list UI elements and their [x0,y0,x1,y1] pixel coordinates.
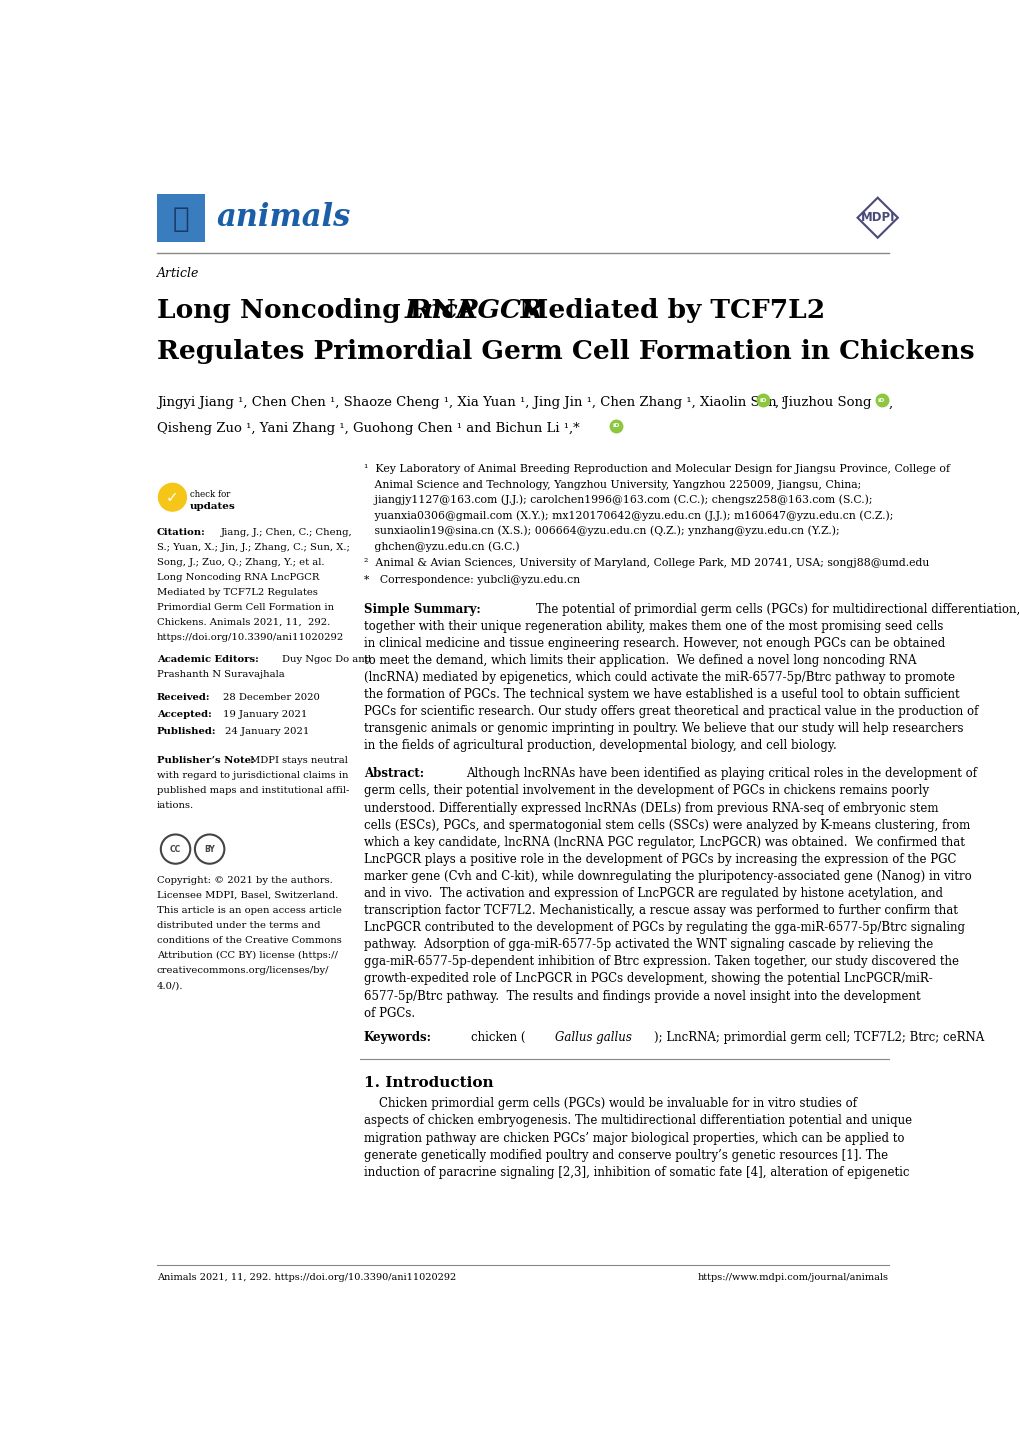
Text: Licensee MDPI, Basel, Switzerland.: Licensee MDPI, Basel, Switzerland. [157,891,338,900]
Text: Qisheng Zuo ¹, Yani Zhang ¹, Guohong Chen ¹ and Bichun Li ¹,*: Qisheng Zuo ¹, Yani Zhang ¹, Guohong Che… [157,421,579,434]
Text: BY: BY [204,845,215,854]
Text: Mediated by TCF7L2 Regulates: Mediated by TCF7L2 Regulates [157,588,318,597]
Text: Abstract:: Abstract: [364,767,424,780]
FancyBboxPatch shape [157,193,205,242]
Text: published maps and institutional affil-: published maps and institutional affil- [157,786,348,796]
Text: Keywords:: Keywords: [364,1031,431,1044]
Text: 24 January 2021: 24 January 2021 [225,727,309,735]
Text: in the fields of agricultural production, developmental biology, and cell biolog: in the fields of agricultural production… [364,740,836,753]
Text: of PGCs.: of PGCs. [364,1007,415,1019]
Text: This article is an open access article: This article is an open access article [157,906,341,916]
Text: Jiang, J.; Chen, C.; Cheng,: Jiang, J.; Chen, C.; Cheng, [221,528,353,536]
Text: Published:: Published: [157,727,216,735]
Text: Jingyi Jiang ¹, Chen Chen ¹, Shaoze Cheng ¹, Xia Yuan ¹, Jing Jin ¹, Chen Zhang : Jingyi Jiang ¹, Chen Chen ¹, Shaoze Chen… [157,397,786,410]
Circle shape [158,483,186,510]
Text: https://www.mdpi.com/journal/animals: https://www.mdpi.com/journal/animals [697,1273,888,1282]
Text: Copyright: © 2021 by the authors.: Copyright: © 2021 by the authors. [157,877,332,885]
Text: gga-miR-6577-5p-dependent inhibition of Btrc expression. Taken together, our stu: gga-miR-6577-5p-dependent inhibition of … [364,956,958,969]
Text: Citation:: Citation: [157,528,206,536]
Text: Primordial Germ Cell Formation in: Primordial Germ Cell Formation in [157,603,334,611]
Text: growth-expedited role of LncPGCR in PGCs development, showing the potential LncP: growth-expedited role of LncPGCR in PGCs… [364,972,931,985]
Text: 6577-5p/Btrc pathway.  The results and findings provide a novel insight into the: 6577-5p/Btrc pathway. The results and fi… [364,989,919,1002]
Text: ²  Animal & Avian Sciences, University of Maryland, College Park, MD 20741, USA;: ² Animal & Avian Sciences, University of… [364,558,928,568]
Text: (lncRNA) mediated by epigenetics, which could activate the miR-6577-5p/Btrc path: (lncRNA) mediated by epigenetics, which … [364,671,954,684]
Text: 28 December 2020: 28 December 2020 [222,694,319,702]
Text: Accepted:: Accepted: [157,709,212,720]
Text: germ cells, their potential involvement in the development of PGCs in chickens r: germ cells, their potential involvement … [364,784,928,797]
Text: iD: iD [611,423,619,428]
Text: sunxiaolin19@sina.cn (X.S.); 006664@yzu.edu.cn (Q.Z.); ynzhang@yzu.edu.cn (Y.Z.): sunxiaolin19@sina.cn (X.S.); 006664@yzu.… [364,526,839,536]
Text: jiangjy1127@163.com (J.J.); carolchen1996@163.com (C.C.); chengsz258@163.com (S.: jiangjy1127@163.com (J.J.); carolchen199… [364,495,871,506]
Text: Duy Ngoc Do and: Duy Ngoc Do and [282,655,371,663]
Text: iD: iD [758,398,766,402]
Text: check for: check for [190,489,229,499]
Text: , Jiuzhou Song ²: , Jiuzhou Song ² [773,397,879,410]
Text: Gallus gallus: Gallus gallus [554,1031,632,1044]
Text: Mediated by TCF7L2: Mediated by TCF7L2 [510,298,824,323]
Text: Song, J.; Zuo, Q.; Zhang, Y.; et al.: Song, J.; Zuo, Q.; Zhang, Y.; et al. [157,558,324,567]
Text: Animals 2021, 11, 292. https://doi.org/10.3390/ani11020292: Animals 2021, 11, 292. https://doi.org/1… [157,1273,455,1282]
Text: 1. Introduction: 1. Introduction [364,1076,493,1090]
Text: Long Noncoding RNA: Long Noncoding RNA [157,298,485,323]
Text: LncPGCR contributed to the development of PGCs by regulating the gga-miR-6577-5p: LncPGCR contributed to the development o… [364,921,964,934]
Text: ✓: ✓ [166,490,178,505]
Text: and in vivo.  The activation and expression of LncPGCR are regulated by histone : and in vivo. The activation and expressi… [364,887,942,900]
Text: to meet the demand, which limits their application.  We defined a novel long non: to meet the demand, which limits their a… [364,655,915,668]
Text: Article: Article [157,267,199,280]
Text: 19 January 2021: 19 January 2021 [222,709,307,720]
Text: Regulates Primordial Germ Cell Formation in Chickens: Regulates Primordial Germ Cell Formation… [157,339,973,363]
Text: migration pathway are chicken PGCs’ major biological properties, which can be ap: migration pathway are chicken PGCs’ majo… [364,1132,904,1145]
Text: together with their unique regeneration ability, makes them one of the most prom: together with their unique regeneration … [364,620,943,633]
Text: MDPI stays neutral: MDPI stays neutral [250,756,347,766]
Text: PGCs for scientific research. Our study offers great theoretical and practical v: PGCs for scientific research. Our study … [364,705,977,718]
Text: Animal Science and Technology, Yangzhou University, Yangzhou 225009, Jiangsu, Ch: Animal Science and Technology, Yangzhou … [364,480,860,489]
Text: updates: updates [190,502,235,510]
Text: in clinical medicine and tissue engineering research. However, not enough PGCs c: in clinical medicine and tissue engineer… [364,637,945,650]
Text: cells (ESCs), PGCs, and spermatogonial stem cells (SSCs) were analyzed by K-mean: cells (ESCs), PGCs, and spermatogonial s… [364,819,969,832]
Text: MDPI: MDPI [860,211,894,224]
Text: creativecommons.org/licenses/by/: creativecommons.org/licenses/by/ [157,966,329,975]
Text: which a key candidate, lncRNA (lncRNA PGC regulator, LncPGCR) was obtained.  We : which a key candidate, lncRNA (lncRNA PG… [364,836,964,849]
Text: *   Correspondence: yubcli@yzu.edu.cn: * Correspondence: yubcli@yzu.edu.cn [364,575,580,585]
Text: Simple Summary:: Simple Summary: [364,603,480,616]
Text: Chickens. Animals 2021, 11,  292.: Chickens. Animals 2021, 11, 292. [157,619,330,627]
Text: https://doi.org/10.3390/ani11020292: https://doi.org/10.3390/ani11020292 [157,633,343,642]
Text: ); LncRNA; primordial germ cell; TCF7L2; Btrc; ceRNA: ); LncRNA; primordial germ cell; TCF7L2;… [654,1031,983,1044]
Text: Academic Editors:: Academic Editors: [157,655,259,663]
Text: ghchen@yzu.edu.cn (G.C.): ghchen@yzu.edu.cn (G.C.) [364,541,519,552]
Text: The potential of primordial germ cells (PGCs) for multidirectional differentiati: The potential of primordial germ cells (… [535,603,1019,616]
Text: aspects of chicken embryogenesis. The multidirectional differentiation potential: aspects of chicken embryogenesis. The mu… [364,1115,911,1128]
Text: distributed under the terms and: distributed under the terms and [157,921,320,930]
Text: Received:: Received: [157,694,210,702]
Text: yuanxia0306@gmail.com (X.Y.); mx120170642@yzu.edu.cn (J.J.); m160647@yzu.edu.cn : yuanxia0306@gmail.com (X.Y.); mx12017064… [364,510,893,521]
Text: understood. Differentially expressed lncRNAs (DELs) from previous RNA-seq of emb: understood. Differentially expressed lnc… [364,802,937,815]
Text: Although lncRNAs have been identified as playing critical roles in the developme: Although lncRNAs have been identified as… [466,767,976,780]
Text: 4.0/).: 4.0/). [157,981,183,991]
Text: Chicken primordial germ cells (PGCs) would be invaluable for in vitro studies of: Chicken primordial germ cells (PGCs) wou… [364,1097,856,1110]
Text: LncPGCR: LncPGCR [405,298,543,323]
Text: ¹  Key Laboratory of Animal Breeding Reproduction and Molecular Design for Jiang: ¹ Key Laboratory of Animal Breeding Repr… [364,464,949,474]
Text: chicken (: chicken ( [471,1031,525,1044]
Text: animals: animals [216,202,351,234]
Text: 🐒: 🐒 [172,205,190,234]
Text: with regard to jurisdictional claims in: with regard to jurisdictional claims in [157,771,348,780]
Text: the formation of PGCs. The technical system we have established is a useful tool: the formation of PGCs. The technical sys… [364,688,959,701]
Text: iD: iD [877,398,884,402]
Text: Prashanth N Suravajhala: Prashanth N Suravajhala [157,669,284,679]
Text: LncPGCR plays a positive role in the development of PGCs by increasing the expre: LncPGCR plays a positive role in the dev… [364,852,956,865]
Text: Publisher’s Note:: Publisher’s Note: [157,756,255,766]
Text: marker gene (Cvh and C-kit), while downregulating the pluripotency-associated ge: marker gene (Cvh and C-kit), while downr… [364,870,971,883]
Text: induction of paracrine signaling [2,3], inhibition of somatic fate [4], alterati: induction of paracrine signaling [2,3], … [364,1167,909,1180]
Text: conditions of the Creative Commons: conditions of the Creative Commons [157,936,341,945]
Text: iations.: iations. [157,802,194,810]
Text: transcription factor TCF7L2. Mechanistically, a rescue assay was performed to fu: transcription factor TCF7L2. Mechanistic… [364,904,957,917]
Text: S.; Yuan, X.; Jin, J.; Zhang, C.; Sun, X.;: S.; Yuan, X.; Jin, J.; Zhang, C.; Sun, X… [157,544,350,552]
Text: transgenic animals or genomic imprinting in poultry. We believe that our study w: transgenic animals or genomic imprinting… [364,722,962,735]
Text: CC: CC [170,845,181,854]
Text: generate genetically modified poultry and conserve poultry’s genetic resources [: generate genetically modified poultry an… [364,1149,888,1162]
Text: pathway.  Adsorption of gga-miR-6577-5p activated the WNT signaling cascade by r: pathway. Adsorption of gga-miR-6577-5p a… [364,939,932,952]
Text: ,: , [888,397,892,410]
Text: Attribution (CC BY) license (https://: Attribution (CC BY) license (https:// [157,952,337,960]
Text: Long Noncoding RNA LncPGCR: Long Noncoding RNA LncPGCR [157,572,319,583]
